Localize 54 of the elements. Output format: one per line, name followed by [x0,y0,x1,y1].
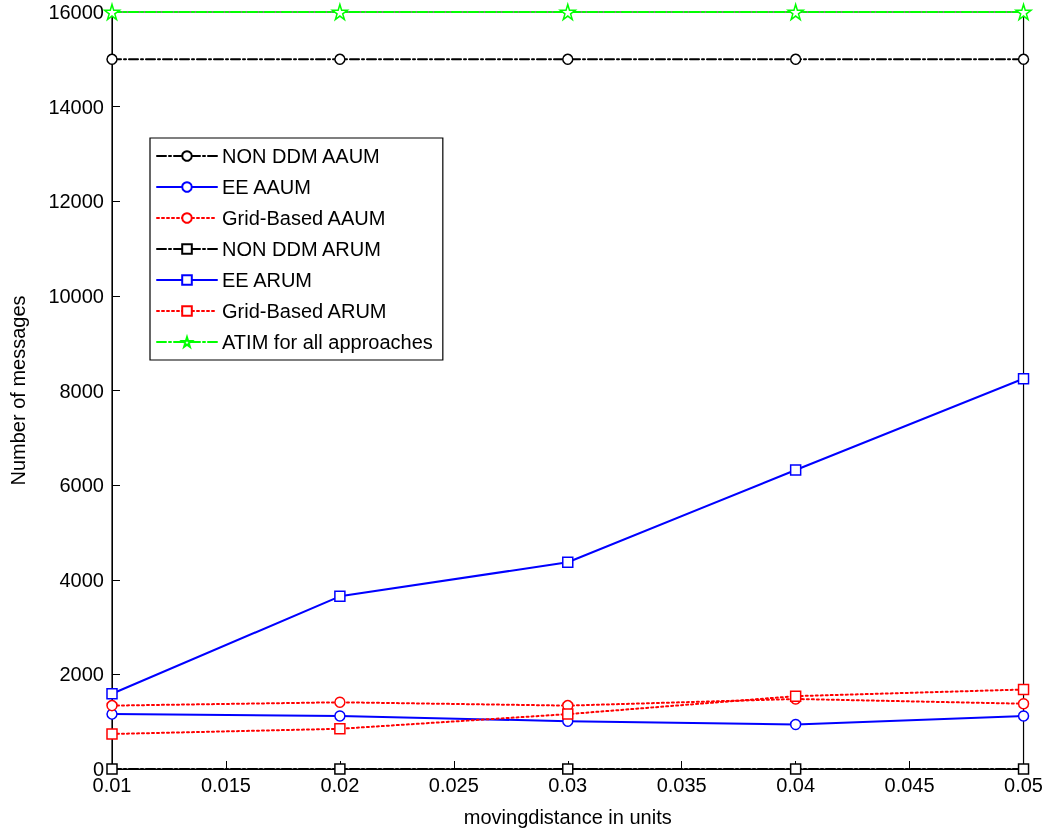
x-tick-label: 0.04 [776,774,816,796]
point [787,3,804,21]
point [1017,763,1030,775]
point [1015,3,1032,21]
point [334,723,346,735]
x-axis-title: movingdistance in units [463,806,672,828]
point [789,53,802,66]
legend-label: NON DDM ARUM [222,238,381,260]
point [1017,53,1030,66]
point [562,763,574,775]
point [562,556,574,568]
x-tick-label: 0.03 [548,774,588,796]
y-tick-label: 2000 [59,663,104,686]
point [334,763,346,775]
y-tick-label: 16000 [48,1,104,23]
legend-label: ATIM for all approaches [222,331,433,353]
legend-label: EE AAUM [222,176,311,198]
point [789,464,802,476]
legend-label: Grid-Based ARUM [222,300,387,322]
x-tick-label: 0.035 [656,774,707,796]
x-tick-label: 0.045 [884,774,935,796]
point [106,53,118,66]
legend-label: EE ARUM [222,269,313,291]
point [106,763,118,775]
point [562,53,574,66]
point [1017,683,1030,696]
y-tick-label: 8000 [59,379,104,402]
x-tick-label: 0.015 [200,774,251,796]
point [334,710,346,722]
x-tick-label: 0.05 [1004,774,1044,796]
x-tick-label: 0.025 [428,774,479,796]
point [789,718,802,731]
y-tick-label: 10000 [48,284,104,307]
legend-label: Grid-Based AAUM [222,207,386,229]
point [1017,372,1030,385]
point [1017,710,1030,722]
point [789,763,802,775]
point [334,696,346,709]
point [106,728,118,740]
y-tick-label: 14000 [48,95,104,118]
legend-label: NON DDM AAUM [222,145,380,167]
point [334,53,346,66]
point [106,699,118,712]
y-tick-label: 4000 [59,568,104,591]
y-tick-label: 6000 [59,474,104,497]
point [562,708,574,720]
point [106,688,118,700]
point [331,3,349,21]
x-tick-label: 0.02 [320,774,360,796]
y-tick-label: 12000 [48,190,104,213]
point [559,3,577,21]
point [1017,697,1030,710]
y-axis-title: Number of messages [7,295,29,486]
point [334,590,346,603]
